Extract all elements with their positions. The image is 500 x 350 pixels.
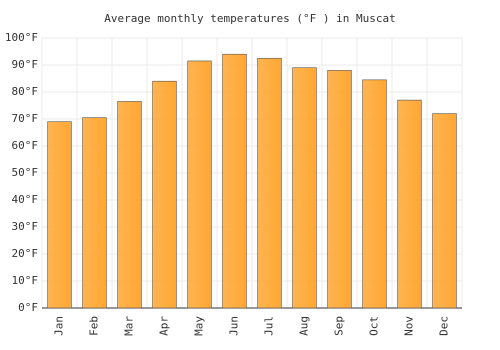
y-tick-label: 60°F bbox=[12, 139, 39, 152]
y-tick-label: 100°F bbox=[5, 31, 38, 44]
x-tick-label: Nov bbox=[403, 316, 416, 336]
y-tick-label: 90°F bbox=[12, 58, 39, 71]
bar bbox=[292, 67, 317, 309]
y-tick-label: 30°F bbox=[12, 220, 39, 233]
x-tick-label: Mar bbox=[123, 316, 136, 336]
bar bbox=[362, 79, 387, 309]
bar bbox=[327, 70, 352, 309]
y-tick-label: 40°F bbox=[12, 193, 39, 206]
bar bbox=[152, 80, 177, 309]
x-tick-label: Jul bbox=[263, 316, 276, 336]
y-tick-label: 20°F bbox=[12, 247, 39, 260]
bar bbox=[257, 57, 282, 309]
bar bbox=[222, 53, 247, 309]
x-tick-label: Dec bbox=[438, 316, 451, 336]
x-tick-label: Jun bbox=[228, 316, 241, 336]
x-tick-label: Apr bbox=[158, 316, 171, 336]
y-tick-label: 80°F bbox=[12, 85, 39, 98]
x-tick-label: Aug bbox=[298, 316, 311, 336]
bar bbox=[432, 113, 457, 309]
y-tick-label: 10°F bbox=[12, 274, 39, 287]
y-tick-label: 50°F bbox=[12, 166, 39, 179]
bar bbox=[47, 121, 72, 309]
bar bbox=[82, 117, 107, 309]
bar bbox=[117, 101, 142, 309]
x-tick-label: Feb bbox=[88, 316, 101, 336]
bar bbox=[397, 99, 422, 309]
x-tick-label: Sep bbox=[333, 316, 346, 336]
x-tick-label: Jan bbox=[53, 316, 66, 336]
chart-title: Average monthly temperatures (°F ) in Mu… bbox=[104, 12, 395, 25]
y-tick-label: 70°F bbox=[12, 112, 39, 125]
bar bbox=[187, 60, 212, 309]
x-tick-label: May bbox=[193, 316, 206, 336]
y-tick-label: 0°F bbox=[18, 301, 38, 314]
x-tick-label: Oct bbox=[368, 316, 381, 336]
